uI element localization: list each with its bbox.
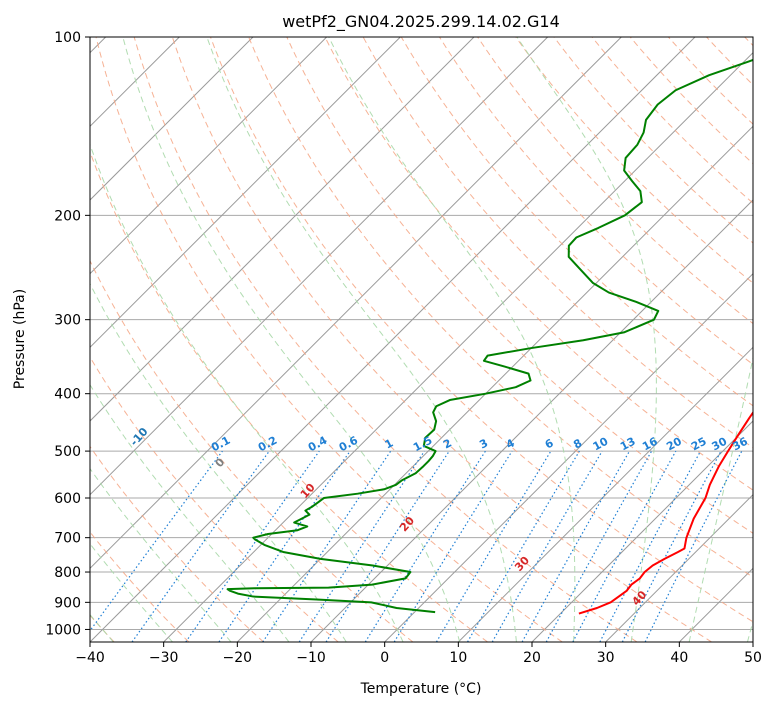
moist-adiabat	[90, 467, 232, 642]
mixing-ratio-line	[131, 450, 270, 642]
x-tick-label: −40	[75, 650, 105, 666]
dry-adiabat	[515, 37, 753, 284]
mixing-ratio-label: 10	[591, 435, 611, 454]
isotherm--40	[90, 37, 696, 642]
plot-area	[90, 37, 753, 642]
mixing-ratio-label: 36	[730, 435, 750, 454]
x-tick-label: −30	[149, 650, 179, 666]
x-tick-label: 50	[744, 650, 762, 666]
isotherm--70	[90, 37, 475, 422]
x-tick-label: 0	[380, 650, 389, 666]
dry-adiabat	[90, 445, 264, 642]
x-tick-label: 30	[597, 650, 615, 666]
y-tick-label: 600	[54, 491, 81, 507]
isotherm-10	[457, 346, 753, 642]
isotherm--80	[90, 37, 401, 349]
y-tick-label: 200	[54, 208, 81, 224]
dry-adiabat	[210, 37, 753, 623]
y-tick-label: 700	[54, 531, 81, 547]
moist-adiabat	[206, 37, 517, 642]
x-axis-title: Temperature (°C)	[360, 681, 482, 697]
isotherm--60	[90, 37, 549, 496]
moist-adiabat	[328, 37, 576, 642]
y-tick-label: 900	[54, 595, 81, 611]
mixing-ratio-line	[393, 450, 513, 642]
axes: −40 −30 −20 −10 0 10 20 30 40 50 100 200 300 400 500 60…	[45, 30, 762, 666]
x-tick-label: −20	[223, 650, 253, 666]
isotherm-0	[384, 272, 753, 642]
isotherm--30	[163, 51, 753, 642]
dry-adiabat	[324, 37, 753, 491]
dry-adiabat	[133, 37, 638, 642]
mixing-ratio-label: 20	[664, 435, 684, 454]
plot-content	[90, 37, 753, 642]
mixing-ratio-label: 30	[710, 435, 730, 454]
dry-adiabat	[90, 356, 339, 642]
mixing-ratio-line	[521, 450, 631, 642]
mixing-ratio-label: 16	[640, 435, 660, 454]
dry-adiabat	[286, 37, 753, 534]
moist-adiabat	[90, 143, 404, 642]
mixing-ratio-line	[185, 450, 320, 642]
y-tick-label: 500	[54, 444, 81, 460]
mixing-ratio-line	[218, 450, 351, 642]
mixing-ratio-line	[325, 450, 450, 642]
mixing-ratio-line	[572, 450, 677, 642]
mixing-ratio-line	[644, 450, 743, 642]
y-tick-label: 300	[54, 313, 81, 329]
moist-adiabat	[90, 543, 173, 642]
mixing-ratio-line	[262, 450, 392, 642]
plot-frame	[89, 36, 754, 643]
moist-adiabat	[688, 355, 753, 642]
isotherm--20	[236, 125, 753, 642]
mixing-ratio-line	[90, 450, 223, 632]
dewpoint-profile-line	[226, 58, 753, 614]
mixing-ratio-label: 25	[689, 435, 709, 454]
y-tick-label: 100	[54, 30, 81, 46]
chart-title: wetPf2_GN04.2025.299.14.02.G14	[282, 12, 560, 32]
x-tick-label: 10	[449, 650, 467, 666]
mixing-ratio-line	[545, 450, 653, 642]
moist-adiabat	[90, 383, 290, 642]
y-axis-title: Pressure (hPa)	[12, 289, 28, 389]
dry-adiabat	[95, 37, 563, 642]
dry-adiabat	[248, 37, 753, 578]
mixing-ratio-line	[298, 450, 425, 642]
x-tick-label: −10	[296, 650, 326, 666]
temperature-profile-line	[578, 410, 753, 615]
moist-adiabat	[122, 37, 461, 642]
isotherm--100	[90, 37, 254, 201]
dry-adiabat	[171, 37, 712, 642]
x-tick-label: 40	[670, 650, 688, 666]
mixing-ratio-label: 13	[618, 435, 638, 454]
isotherm-30	[605, 493, 753, 642]
moist-adiabat	[516, 37, 657, 642]
y-tick-label: 800	[54, 565, 81, 581]
y-tick-label: 400	[54, 387, 81, 403]
isotherm-20	[531, 420, 753, 642]
y-tick-label: 1000	[45, 622, 81, 638]
dry-adiabat	[90, 259, 414, 642]
x-tick-label: 20	[523, 650, 541, 666]
isotherm--50	[90, 37, 622, 570]
isotherm--90	[90, 37, 328, 275]
